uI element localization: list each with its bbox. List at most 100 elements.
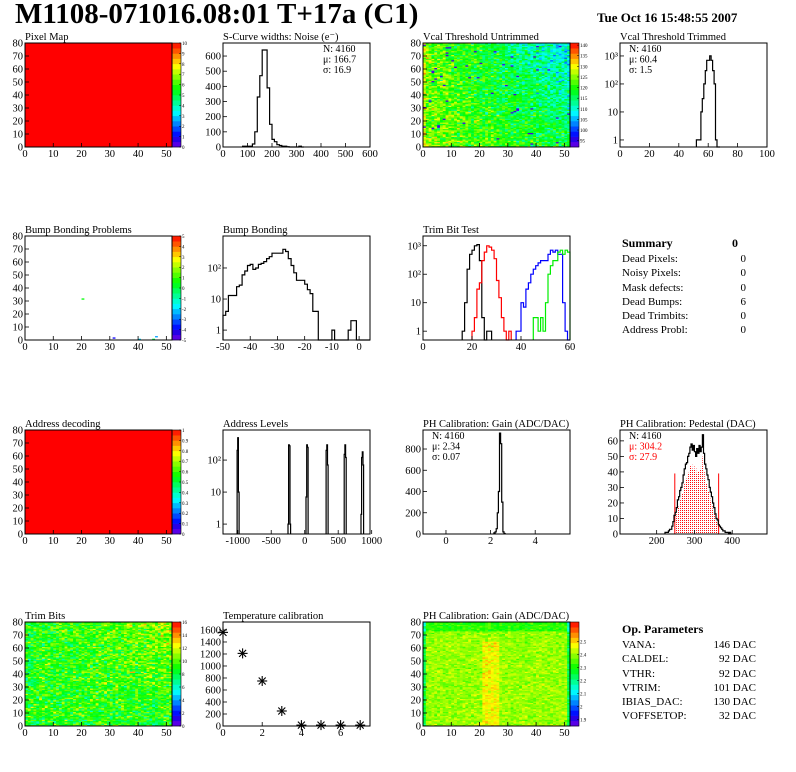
heatmap-cell — [482, 109, 486, 111]
heatmap-cell — [499, 54, 503, 57]
heatmap-cell — [510, 83, 514, 85]
palette-swatch — [172, 523, 181, 530]
heatmap-cell — [493, 50, 497, 53]
heatmap-cell — [459, 89, 463, 92]
heatmap-cell — [496, 105, 500, 107]
heatmap-cell — [493, 80, 497, 83]
palette-swatch — [172, 53, 181, 59]
heatmap-cell — [504, 123, 509, 126]
heatmap-cell — [425, 113, 429, 115]
heatmap-cell — [439, 92, 444, 94]
heatmap-cell — [459, 65, 463, 67]
heatmap-cell — [431, 128, 435, 131]
heatmap-cell — [490, 128, 494, 131]
heatmap-cell — [454, 75, 458, 78]
heatmap-cell — [485, 134, 489, 136]
heatmap-cell — [490, 108, 494, 110]
stats-mean: μ: 304.2 — [629, 442, 662, 453]
heatmap-cell — [476, 59, 480, 62]
heatmap-cell — [479, 130, 483, 132]
heatmap-cell — [499, 93, 503, 96]
heatmap-cell — [482, 134, 486, 136]
heatmap-cell — [468, 66, 472, 68]
heatmap-cell — [516, 85, 520, 88]
heatmap-cell — [462, 105, 466, 107]
heatmap-cell — [459, 71, 463, 74]
palette-swatch — [172, 251, 181, 258]
heatmap-cell — [468, 54, 472, 57]
heatmap-cell — [456, 91, 461, 93]
heatmap-cell — [465, 135, 469, 137]
heatmap-cell — [485, 70, 489, 72]
histogram-line — [493, 432, 506, 535]
heatmap-cell — [479, 85, 483, 88]
heatmap-cell — [439, 56, 444, 58]
heatmap-cell — [451, 139, 455, 141]
heatmap-cell — [445, 115, 449, 118]
heatmap-cell — [465, 74, 469, 76]
heatmap-cell — [473, 67, 478, 70]
heatmap-cell — [524, 56, 528, 58]
heatmap-cell — [471, 85, 475, 88]
heatmap-cell — [437, 98, 441, 101]
heatmap-cell — [513, 46, 517, 49]
heatmap-cell — [527, 72, 531, 75]
heatmap-cell — [485, 62, 489, 65]
heatmap-cell — [493, 92, 497, 94]
y-tick-label: 10 — [13, 517, 24, 528]
heatmap-cell — [445, 61, 449, 63]
heatmap-cell — [527, 45, 531, 48]
heatmap-cell — [434, 62, 438, 65]
palette-tick-label: 0.6 — [182, 471, 189, 476]
heatmap-cell — [488, 85, 492, 88]
heatmap-cell — [527, 87, 531, 89]
heatmap-cell — [490, 46, 494, 49]
heatmap-cell — [451, 100, 455, 102]
heatmap-cell — [521, 136, 526, 139]
heatmap-cell — [519, 62, 523, 65]
heatmap-cell — [448, 122, 452, 124]
heatmap-cell — [456, 115, 461, 118]
heatmap-cell — [519, 117, 523, 119]
heatmap-cell — [459, 100, 463, 102]
heatmap-cell — [468, 124, 472, 127]
heatmap-cell — [456, 140, 461, 143]
heatmap-cell — [502, 104, 506, 106]
heatmap-cell — [504, 45, 509, 48]
y-tick-label: 0 — [613, 530, 618, 541]
heatmap-cell — [473, 104, 478, 106]
heatmap-cell — [468, 91, 472, 93]
heatmap-cell — [527, 79, 531, 81]
x-tick-label: 0 — [22, 149, 27, 160]
heatmap-cell — [527, 140, 531, 143]
palette-swatch — [570, 126, 579, 132]
heatmap-cell — [448, 54, 452, 57]
heatmap-cell — [471, 115, 475, 118]
heatmap-cell — [510, 106, 514, 109]
heatmap-cell — [513, 44, 517, 46]
heatmap-cell — [530, 106, 534, 109]
heatmap-cell — [476, 106, 480, 109]
heatmap-cell — [524, 143, 528, 145]
heatmap-cell — [437, 76, 441, 79]
heatmap-cell — [431, 80, 435, 83]
heatmap-cell — [468, 104, 472, 106]
heatmap-cell — [507, 135, 511, 137]
heatmap-cell — [439, 110, 444, 113]
heatmap-cell — [473, 128, 478, 131]
heatmap-cell — [527, 66, 531, 68]
heatmap-cell — [437, 75, 441, 78]
y-tick-label: 10 — [13, 323, 24, 334]
heatmap-cell — [479, 67, 483, 70]
heatmap-cell — [451, 118, 455, 120]
heatmap-cell — [493, 89, 497, 92]
heatmap-cell — [488, 130, 492, 132]
heatmap-cell — [524, 98, 528, 101]
heatmap-cell — [513, 132, 517, 135]
heatmap-cell — [485, 143, 489, 145]
heatmap-cell — [530, 108, 534, 110]
heatmap-cell — [482, 85, 486, 88]
heatmap-cell — [471, 126, 475, 128]
heatmap-cell — [439, 100, 444, 102]
